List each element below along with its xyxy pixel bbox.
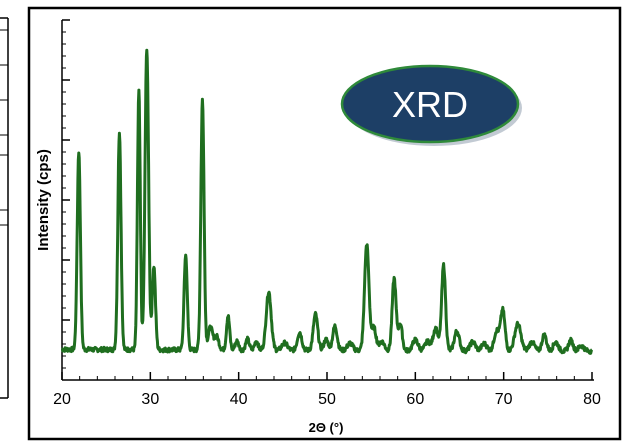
x-ticks: 20 30 40 50 60 70 80 xyxy=(53,372,601,408)
badge-text: XRD xyxy=(392,84,468,125)
xrd-series-line xyxy=(60,48,594,355)
y-axis-label: Intensity (cps) xyxy=(35,149,52,251)
plot-axes: 20 30 40 50 60 70 80 xyxy=(53,19,601,408)
x-tick-label: 40 xyxy=(230,391,248,408)
x-axis-label: 2Θ (°) xyxy=(309,420,344,435)
x-tick-label: 30 xyxy=(141,391,159,408)
panel-border xyxy=(27,6,622,441)
x-tick-label: 50 xyxy=(318,391,336,408)
x-tick-label: 20 xyxy=(53,391,71,408)
x-tick-label: 70 xyxy=(495,391,513,408)
y-ticks xyxy=(62,19,70,369)
left-panel-fragment xyxy=(0,17,9,399)
x-tick-label: 80 xyxy=(583,391,601,408)
xrd-badge: XRD xyxy=(340,64,522,146)
badge-ellipse xyxy=(340,64,520,144)
x-tick-label: 60 xyxy=(406,391,424,408)
